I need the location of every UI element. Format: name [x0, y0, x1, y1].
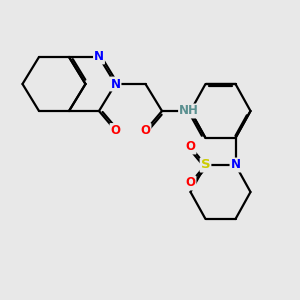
Text: N: N — [230, 158, 241, 172]
Text: O: O — [110, 124, 121, 137]
Text: O: O — [140, 124, 151, 137]
Text: NH: NH — [179, 104, 199, 118]
Text: O: O — [185, 176, 196, 190]
Text: O: O — [185, 140, 196, 154]
Text: N: N — [110, 77, 121, 91]
Text: N: N — [94, 50, 104, 64]
Text: S: S — [201, 158, 210, 172]
